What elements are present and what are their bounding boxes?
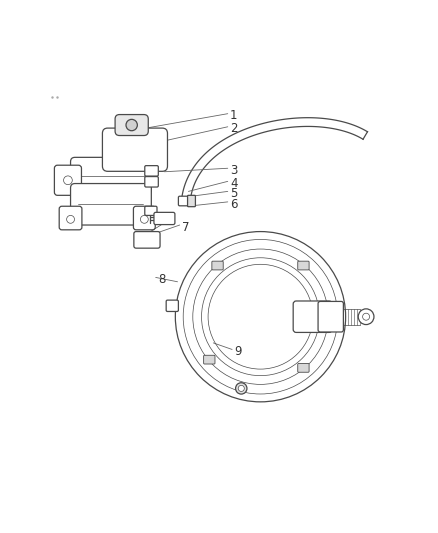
FancyBboxPatch shape bbox=[145, 166, 158, 176]
FancyBboxPatch shape bbox=[318, 302, 343, 332]
Text: 7: 7 bbox=[182, 221, 189, 233]
FancyBboxPatch shape bbox=[102, 128, 167, 171]
FancyBboxPatch shape bbox=[115, 115, 148, 135]
Circle shape bbox=[141, 215, 148, 223]
Text: 6: 6 bbox=[230, 198, 237, 211]
Circle shape bbox=[64, 176, 72, 184]
FancyBboxPatch shape bbox=[187, 195, 195, 207]
Circle shape bbox=[358, 309, 374, 325]
Text: 8: 8 bbox=[158, 273, 165, 286]
FancyBboxPatch shape bbox=[298, 261, 309, 270]
FancyBboxPatch shape bbox=[71, 157, 151, 195]
FancyBboxPatch shape bbox=[204, 356, 215, 364]
Text: 4: 4 bbox=[230, 177, 237, 190]
Text: 3: 3 bbox=[230, 164, 237, 177]
Circle shape bbox=[238, 385, 244, 391]
FancyBboxPatch shape bbox=[71, 183, 151, 225]
Text: 5: 5 bbox=[230, 187, 237, 200]
Circle shape bbox=[363, 313, 370, 320]
FancyBboxPatch shape bbox=[166, 300, 178, 311]
FancyBboxPatch shape bbox=[145, 176, 158, 187]
Circle shape bbox=[236, 383, 247, 394]
FancyBboxPatch shape bbox=[293, 301, 332, 333]
Circle shape bbox=[175, 231, 346, 402]
Text: 9: 9 bbox=[234, 345, 242, 358]
Circle shape bbox=[67, 215, 74, 223]
FancyBboxPatch shape bbox=[134, 206, 155, 230]
FancyBboxPatch shape bbox=[212, 261, 223, 270]
FancyBboxPatch shape bbox=[178, 196, 194, 206]
Circle shape bbox=[126, 119, 138, 131]
FancyBboxPatch shape bbox=[298, 364, 309, 372]
FancyBboxPatch shape bbox=[134, 231, 160, 248]
Text: 1: 1 bbox=[230, 109, 237, 123]
FancyBboxPatch shape bbox=[154, 212, 175, 224]
FancyBboxPatch shape bbox=[145, 206, 157, 215]
FancyBboxPatch shape bbox=[59, 206, 82, 230]
FancyBboxPatch shape bbox=[54, 165, 81, 195]
Text: 2: 2 bbox=[230, 123, 237, 135]
